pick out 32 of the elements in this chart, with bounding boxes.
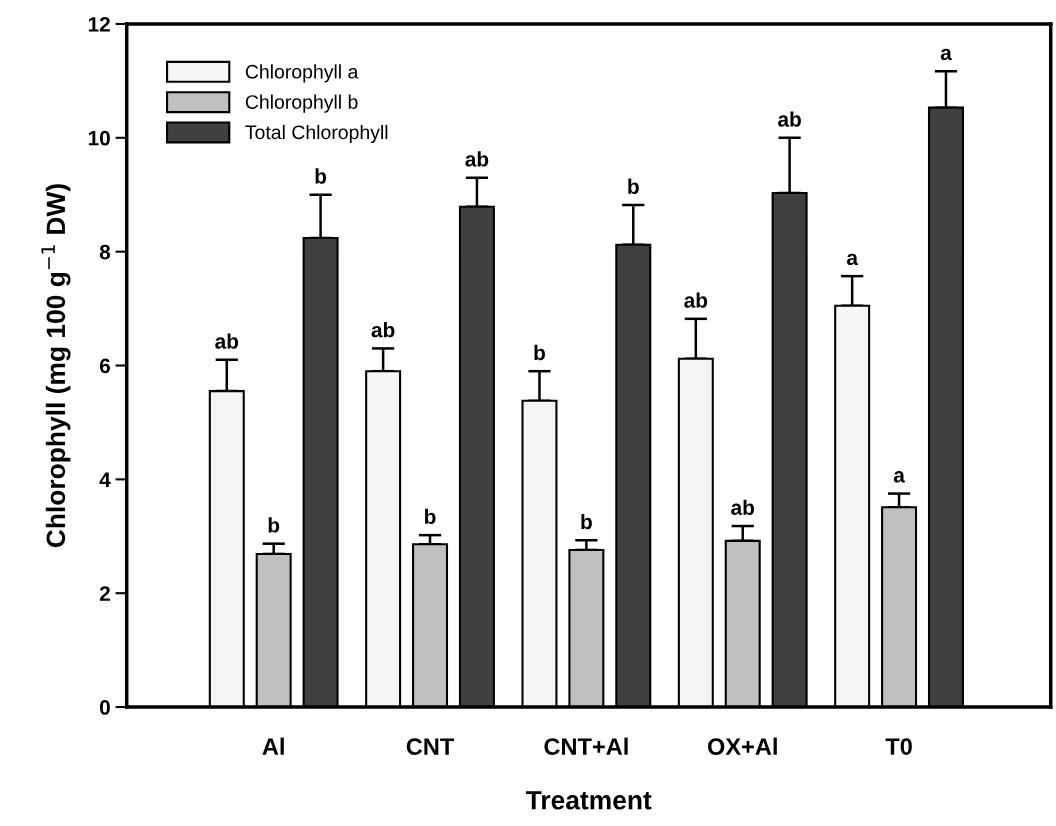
data-label: ab	[778, 111, 801, 127]
legend-label: Total Chlorophyll	[245, 124, 388, 144]
data-label: b	[315, 168, 327, 184]
data-label: b	[534, 344, 545, 361]
y-tick-label: 6	[99, 358, 110, 374]
y-tick-label: 4	[99, 472, 111, 487]
data-label: a	[893, 471, 905, 483]
data-label: ab	[371, 322, 395, 338]
data-label: a	[940, 48, 952, 61]
data-label: ab	[215, 333, 239, 349]
y-tick-label: 12	[88, 16, 110, 32]
x-tick-label: T0	[885, 738, 912, 755]
x-axis-title: Treatment	[525, 791, 652, 810]
data-label: a	[846, 253, 859, 266]
y-tick-label: 8	[99, 244, 111, 260]
data-label: ab	[465, 151, 489, 167]
legend-label: Chlorophyll a	[245, 64, 359, 83]
y-tick-label: 10	[88, 130, 110, 146]
x-tick-label: CNT	[406, 738, 455, 755]
data-label: ab	[684, 292, 708, 308]
data-label: b	[581, 513, 592, 530]
x-tick-label: CNT+Al	[544, 737, 628, 755]
y-tick-label: 2	[99, 586, 110, 601]
data-label: b	[425, 508, 436, 525]
x-tick-label: OX+Al	[707, 737, 777, 755]
y-tick-label: 0	[99, 700, 110, 715]
data-label: b	[268, 517, 280, 533]
x-tick-label: Al	[262, 737, 284, 755]
legend-label: Chlorophyll b	[245, 94, 358, 113]
y-axis-title: Chlorophyll (mg 100 g$^{−1}$ DW)	[41, 184, 71, 548]
data-label: ab	[731, 499, 755, 515]
data-label: b	[628, 178, 639, 194]
